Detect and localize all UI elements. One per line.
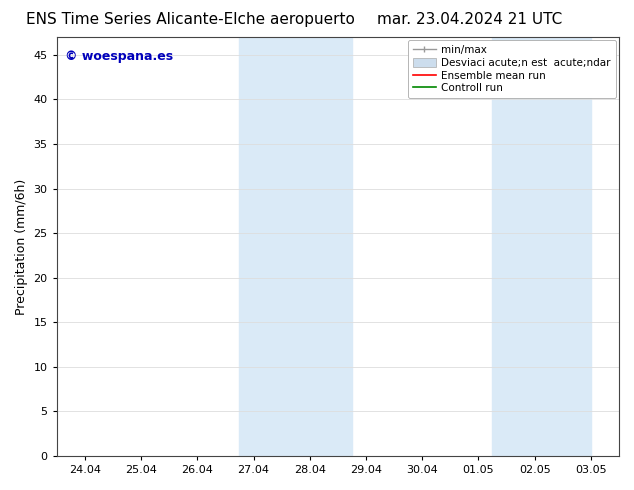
Bar [493,37,591,456]
Y-axis label: Precipitation (mm/6h): Precipitation (mm/6h) [15,178,28,315]
Legend: min/max, Desviaci acute;n est  acute;ndar, Ensemble mean run, Controll run: min/max, Desviaci acute;n est acute;ndar… [408,40,616,98]
Text: © woespana.es: © woespana.es [65,49,173,63]
Text: ENS Time Series Alicante-Elche aeropuerto: ENS Time Series Alicante-Elche aeropuert… [26,12,354,27]
Bar [240,37,352,456]
Text: mar. 23.04.2024 21 UTC: mar. 23.04.2024 21 UTC [377,12,562,27]
